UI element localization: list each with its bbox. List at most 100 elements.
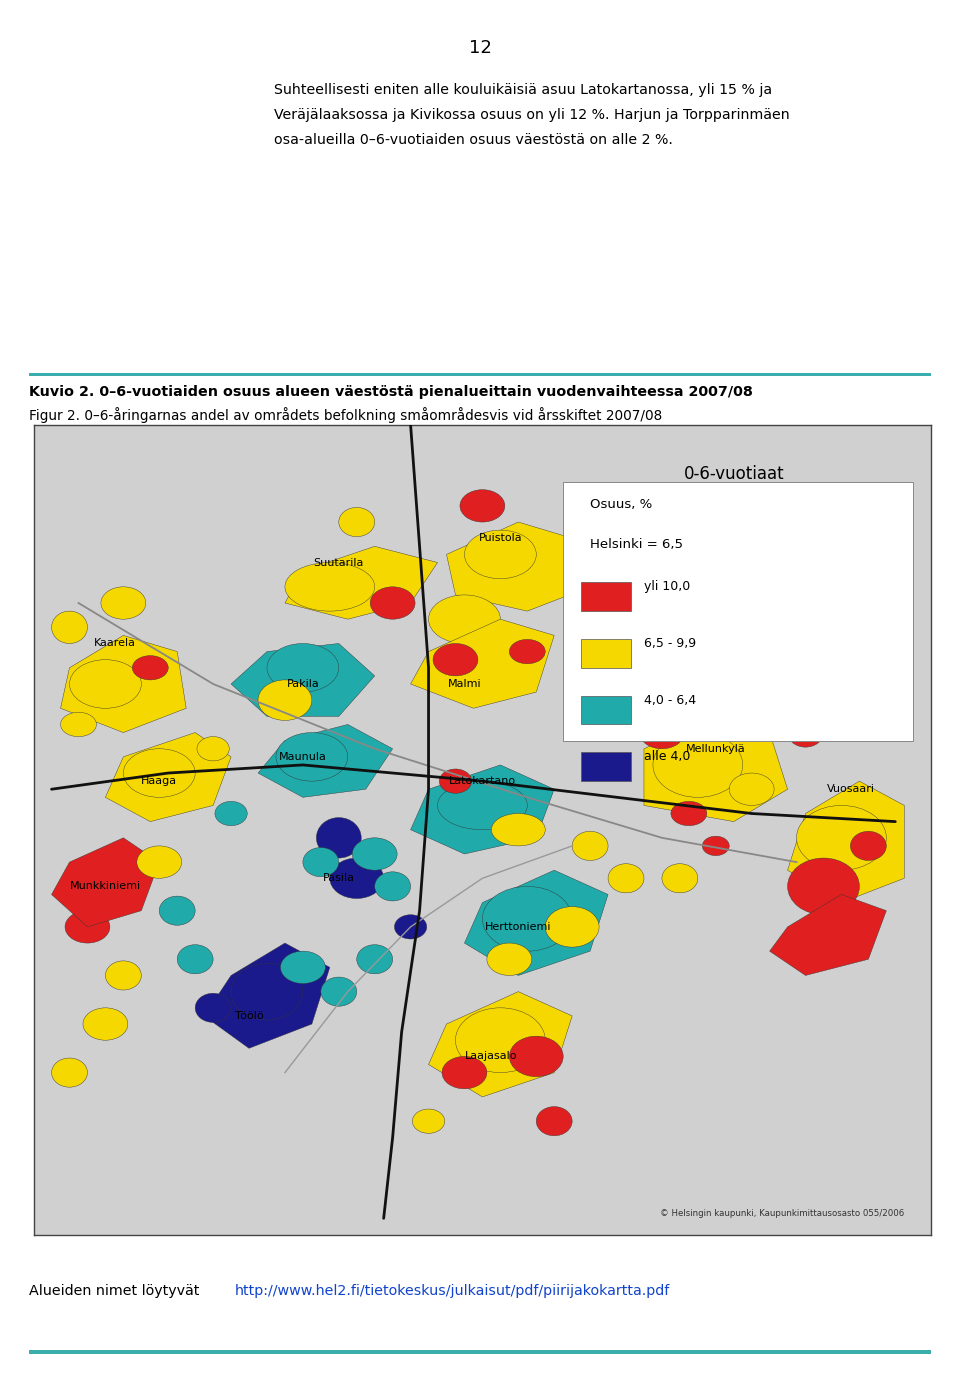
Text: 12: 12	[468, 39, 492, 57]
Ellipse shape	[572, 832, 608, 861]
Text: Haaga: Haaga	[141, 776, 178, 786]
Text: Munkkiniemi: Munkkiniemi	[70, 882, 141, 891]
Ellipse shape	[52, 1057, 87, 1088]
Ellipse shape	[231, 963, 303, 1020]
Text: Herttoniemi: Herttoniemi	[485, 922, 552, 931]
Ellipse shape	[413, 1109, 444, 1133]
Text: Suutarila: Suutarila	[314, 558, 364, 567]
Ellipse shape	[510, 639, 545, 664]
Ellipse shape	[137, 846, 181, 879]
Ellipse shape	[101, 587, 146, 619]
FancyBboxPatch shape	[581, 752, 631, 781]
Ellipse shape	[608, 637, 644, 666]
Ellipse shape	[52, 612, 87, 644]
Polygon shape	[465, 871, 608, 976]
Ellipse shape	[716, 713, 752, 736]
Ellipse shape	[703, 836, 730, 855]
Polygon shape	[231, 644, 374, 717]
Ellipse shape	[671, 801, 707, 826]
Polygon shape	[411, 619, 554, 709]
Ellipse shape	[765, 684, 810, 717]
Polygon shape	[52, 837, 159, 927]
Ellipse shape	[276, 732, 348, 781]
FancyBboxPatch shape	[564, 482, 913, 740]
Text: Veräjälaaksossa ja Kivikossa osuus on yli 12 %. Harjun ja Torpparinmäen: Veräjälaaksossa ja Kivikossa osuus on yl…	[274, 108, 789, 122]
Ellipse shape	[545, 907, 599, 947]
Ellipse shape	[352, 837, 397, 871]
Ellipse shape	[321, 977, 357, 1006]
Ellipse shape	[280, 951, 325, 984]
Text: Pakila: Pakila	[286, 680, 320, 689]
Ellipse shape	[590, 702, 626, 731]
Ellipse shape	[537, 1107, 572, 1136]
FancyBboxPatch shape	[581, 639, 631, 668]
Ellipse shape	[787, 858, 859, 915]
Text: © Helsingin kaupunki, Kaupunkimittausosasto 055/2006: © Helsingin kaupunki, Kaupunkimittausosa…	[660, 1210, 904, 1218]
Ellipse shape	[371, 587, 415, 619]
Ellipse shape	[339, 508, 374, 537]
Text: Puistola: Puistola	[478, 533, 522, 544]
Ellipse shape	[662, 864, 698, 893]
Text: Laajasalo: Laajasalo	[466, 1052, 517, 1062]
Text: 0-6-vuotiaat: 0-6-vuotiaat	[684, 465, 784, 483]
Text: Kaarela: Kaarela	[93, 638, 135, 649]
Ellipse shape	[730, 774, 774, 805]
Ellipse shape	[123, 749, 195, 797]
Text: 4,0 - 6,4: 4,0 - 6,4	[644, 693, 696, 707]
Ellipse shape	[787, 718, 824, 747]
Ellipse shape	[374, 872, 411, 901]
Polygon shape	[285, 547, 438, 619]
Ellipse shape	[428, 595, 500, 644]
Text: Maunula: Maunula	[279, 752, 326, 761]
Ellipse shape	[267, 644, 339, 692]
Text: Malmi: Malmi	[447, 680, 481, 689]
Polygon shape	[204, 943, 330, 1048]
Text: Osuus, %: Osuus, %	[590, 498, 653, 511]
Text: Helsinki = 6,5: Helsinki = 6,5	[590, 538, 684, 551]
Polygon shape	[787, 781, 904, 902]
Ellipse shape	[510, 1037, 564, 1077]
Text: Töölö: Töölö	[234, 1010, 263, 1021]
Text: Pasila: Pasila	[323, 873, 355, 883]
Ellipse shape	[303, 847, 339, 876]
Ellipse shape	[106, 960, 141, 990]
Ellipse shape	[83, 1008, 128, 1041]
Text: http://www.hel2.fi/tietokeskus/julkaisut/pdf/piirijakokartta.pdf: http://www.hel2.fi/tietokeskus/julkaisut…	[235, 1284, 670, 1298]
Polygon shape	[258, 724, 393, 797]
FancyBboxPatch shape	[581, 696, 631, 724]
Ellipse shape	[455, 1008, 545, 1073]
Ellipse shape	[178, 945, 213, 974]
Text: Suhteellisesti eniten alle kouluikäisiä asuu Latokartanossa, yli 15 % ja: Suhteellisesti eniten alle kouluikäisiä …	[274, 83, 772, 97]
Ellipse shape	[608, 864, 644, 893]
Ellipse shape	[159, 895, 195, 926]
Ellipse shape	[195, 994, 231, 1023]
Ellipse shape	[492, 814, 545, 846]
Ellipse shape	[65, 911, 109, 943]
Ellipse shape	[442, 1056, 487, 1089]
Ellipse shape	[215, 801, 248, 826]
Text: Mellunkylä: Mellunkylä	[685, 743, 746, 754]
Text: alle 4,0: alle 4,0	[644, 750, 690, 764]
Polygon shape	[770, 894, 886, 976]
Ellipse shape	[797, 805, 886, 871]
Ellipse shape	[465, 530, 537, 579]
Ellipse shape	[197, 736, 229, 761]
Ellipse shape	[395, 915, 427, 938]
Ellipse shape	[79, 858, 132, 898]
Polygon shape	[106, 732, 231, 822]
Ellipse shape	[440, 770, 471, 793]
Ellipse shape	[487, 943, 532, 976]
Ellipse shape	[460, 490, 505, 522]
Text: 6,5 - 9,9: 6,5 - 9,9	[644, 637, 696, 650]
Ellipse shape	[132, 656, 168, 680]
Ellipse shape	[438, 781, 527, 830]
Text: Figur 2. 0–6-åringarnas andel av områdets befolkning småområdesvis vid årsskifte: Figur 2. 0–6-åringarnas andel av området…	[29, 407, 662, 424]
Ellipse shape	[567, 668, 612, 700]
Ellipse shape	[317, 818, 361, 858]
Ellipse shape	[483, 886, 572, 951]
Ellipse shape	[433, 644, 478, 675]
Ellipse shape	[60, 713, 96, 736]
Ellipse shape	[357, 945, 393, 974]
Text: Latokartano: Latokartano	[449, 776, 516, 786]
Text: osa-alueilla 0–6-vuotiaiden osuus väestöstä on alle 2 %.: osa-alueilla 0–6-vuotiaiden osuus väestö…	[274, 133, 672, 147]
